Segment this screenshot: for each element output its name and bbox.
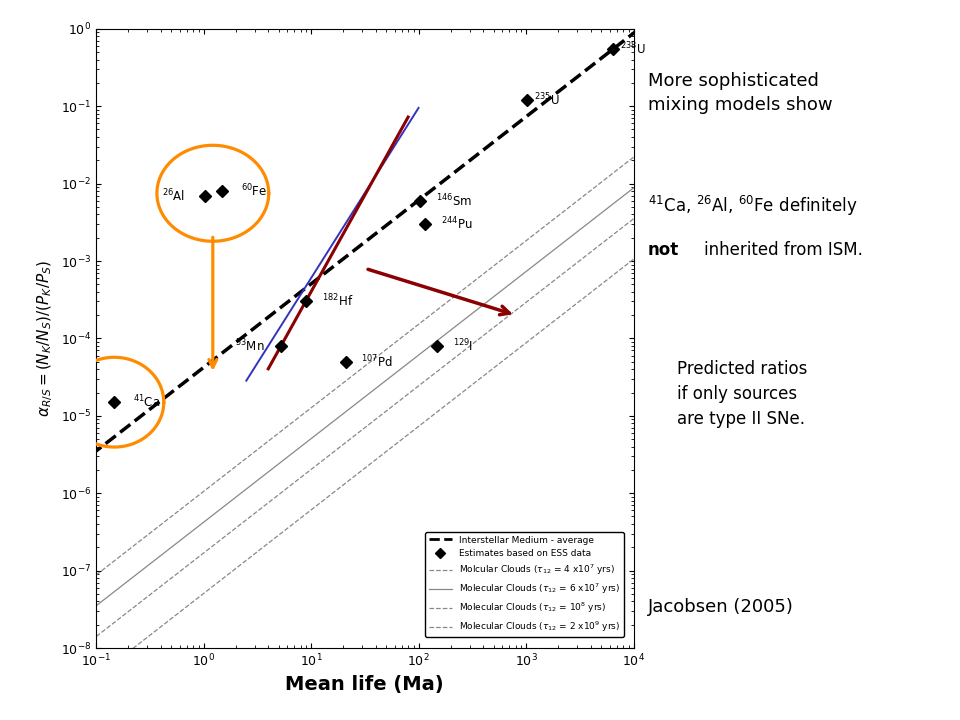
Text: $^{182}$Hf: $^{182}$Hf: [322, 293, 353, 310]
Legend: Interstellar Medium - average, Estimates based on ESS data, Molcular Clouds ($\t: Interstellar Medium - average, Estimates…: [425, 532, 624, 637]
Text: $^{235}$U: $^{235}$U: [534, 91, 560, 109]
Text: inherited from ISM.: inherited from ISM.: [704, 241, 862, 259]
Text: $^{146}$Sm: $^{146}$Sm: [436, 192, 471, 209]
Text: Jacobsen (2005): Jacobsen (2005): [648, 598, 794, 616]
Text: $^{41}$Ca: $^{41}$Ca: [133, 394, 160, 410]
Text: $^{60}$Fe: $^{60}$Fe: [241, 183, 268, 199]
Text: $^{238}$U: $^{238}$U: [619, 40, 645, 57]
Y-axis label: $\alpha_{R/S} = (N_K/N_S)/(P_K/P_S)$: $\alpha_{R/S} = (N_K/N_S)/(P_K/P_S)$: [36, 260, 56, 417]
Text: More sophisticated
mixing models show: More sophisticated mixing models show: [648, 72, 832, 114]
Text: not: not: [648, 241, 680, 259]
X-axis label: Mean life (Ma): Mean life (Ma): [285, 675, 444, 694]
Text: $^{53}$Mn: $^{53}$Mn: [235, 338, 265, 354]
Text: Predicted ratios
if only sources
are type II SNe.: Predicted ratios if only sources are typ…: [677, 360, 807, 428]
Text: $^{41}$Ca, $^{26}$Al, $^{60}$Fe definitely: $^{41}$Ca, $^{26}$Al, $^{60}$Fe definite…: [648, 194, 857, 218]
Text: $^{244}$Pu: $^{244}$Pu: [441, 216, 472, 233]
Text: $^{107}$Pd: $^{107}$Pd: [361, 354, 393, 370]
Text: $^{129}$I: $^{129}$I: [453, 338, 473, 354]
Text: $^{26}$Al: $^{26}$Al: [161, 187, 184, 204]
